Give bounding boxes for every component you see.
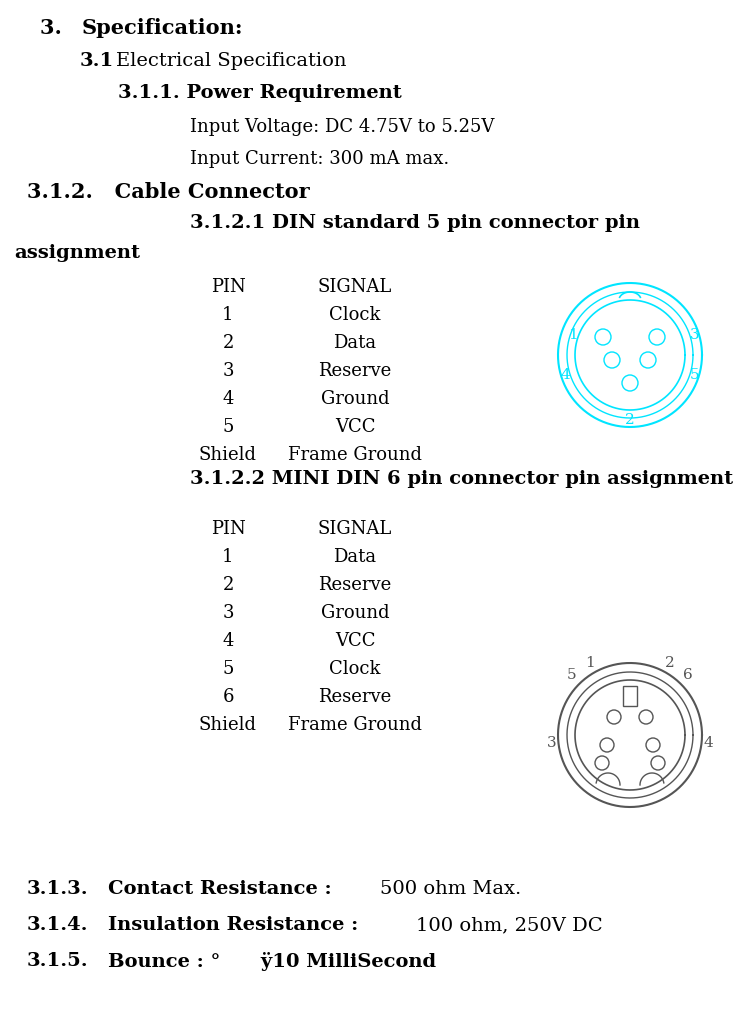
- Text: 1: 1: [585, 656, 595, 670]
- Text: 2: 2: [625, 412, 635, 427]
- Text: Ground: Ground: [321, 390, 389, 408]
- Text: PIN: PIN: [210, 520, 245, 538]
- Text: 500 ohm Max.: 500 ohm Max.: [380, 880, 522, 898]
- Text: 3: 3: [222, 362, 234, 380]
- Text: Insulation Resistance :: Insulation Resistance :: [108, 916, 365, 934]
- Text: 6: 6: [683, 668, 693, 682]
- Bar: [623, 686, 637, 706]
- Text: Bounce : °      ÿ10 MilliSecond: Bounce : ° ÿ10 MilliSecond: [108, 952, 436, 971]
- Text: Contact Resistance :: Contact Resistance :: [108, 880, 338, 898]
- Text: 3.1: 3.1: [80, 52, 114, 70]
- Text: Ground: Ground: [321, 604, 389, 622]
- Text: 4: 4: [222, 632, 234, 650]
- Text: 3: 3: [690, 328, 700, 342]
- Text: 3.1.2.2 MINI DIN 6 pin connector pin assignment: 3.1.2.2 MINI DIN 6 pin connector pin ass…: [190, 470, 733, 488]
- Text: Frame Ground: Frame Ground: [288, 716, 422, 734]
- Text: 5: 5: [690, 368, 700, 382]
- Text: 1: 1: [222, 306, 234, 324]
- Text: 3: 3: [547, 736, 557, 750]
- Text: 3.1.3.: 3.1.3.: [27, 880, 88, 898]
- Text: 2: 2: [665, 656, 675, 670]
- Text: 5: 5: [567, 668, 577, 682]
- Text: Clock: Clock: [329, 660, 380, 678]
- Text: SIGNAL: SIGNAL: [318, 520, 392, 538]
- Text: Electrical Specification: Electrical Specification: [116, 52, 346, 70]
- Text: 3.1.2.   Cable Connector: 3.1.2. Cable Connector: [27, 182, 310, 202]
- Text: Specification:: Specification:: [82, 18, 244, 38]
- Text: 3.1.5.: 3.1.5.: [27, 952, 88, 970]
- Text: Clock: Clock: [329, 306, 380, 324]
- Text: 3.1.2.1 DIN standard 5 pin connector pin: 3.1.2.1 DIN standard 5 pin connector pin: [190, 214, 640, 232]
- Text: 4: 4: [703, 736, 713, 750]
- Text: 100 ohm, 250V DC: 100 ohm, 250V DC: [416, 916, 603, 934]
- Text: 3: 3: [222, 604, 234, 622]
- Text: Input Voltage: DC 4.75V to 5.25V: Input Voltage: DC 4.75V to 5.25V: [190, 118, 494, 136]
- Text: VCC: VCC: [335, 418, 375, 436]
- Text: 6: 6: [222, 688, 234, 706]
- Text: Input Current: 300 mA max.: Input Current: 300 mA max.: [190, 150, 450, 168]
- Text: 4: 4: [222, 390, 234, 408]
- Text: 3.1.1. Power Requirement: 3.1.1. Power Requirement: [118, 84, 402, 102]
- Text: 4: 4: [560, 368, 570, 382]
- Text: 1: 1: [568, 328, 578, 342]
- Text: VCC: VCC: [335, 632, 375, 650]
- Text: PIN: PIN: [210, 278, 245, 296]
- Text: 5: 5: [222, 418, 234, 436]
- Text: 3.: 3.: [40, 18, 84, 38]
- Text: Shield: Shield: [199, 716, 257, 734]
- Text: Reserve: Reserve: [318, 362, 392, 380]
- Text: 2: 2: [222, 334, 234, 352]
- Text: Frame Ground: Frame Ground: [288, 446, 422, 464]
- Text: 3.1.4.: 3.1.4.: [27, 916, 88, 934]
- Text: 2: 2: [222, 576, 234, 594]
- Text: Shield: Shield: [199, 446, 257, 464]
- Text: 5: 5: [222, 660, 234, 678]
- Text: Data: Data: [334, 334, 377, 352]
- Text: SIGNAL: SIGNAL: [318, 278, 392, 296]
- Text: Reserve: Reserve: [318, 576, 392, 594]
- Text: Data: Data: [334, 548, 377, 566]
- Text: 1: 1: [222, 548, 234, 566]
- Text: assignment: assignment: [14, 244, 140, 262]
- Text: Reserve: Reserve: [318, 688, 392, 706]
